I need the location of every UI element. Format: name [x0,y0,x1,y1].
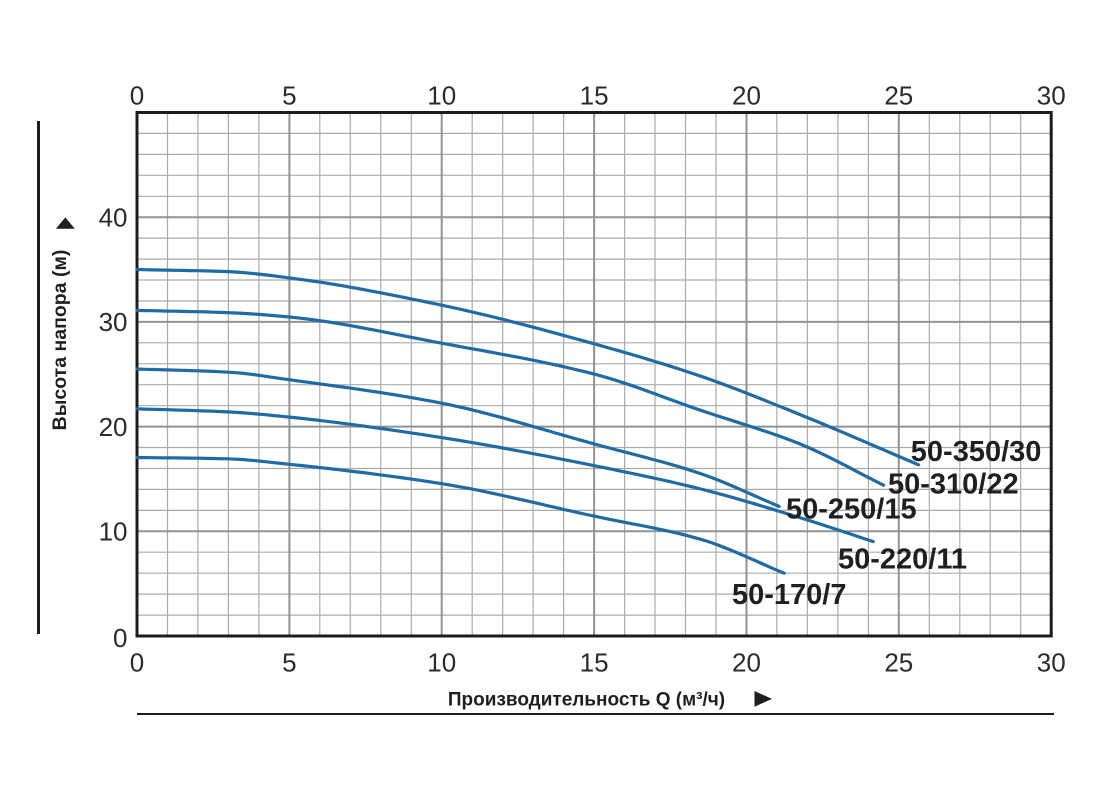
svg-text:20: 20 [732,648,761,678]
svg-text:25: 25 [884,81,913,111]
svg-text:50-250/15: 50-250/15 [786,494,917,526]
svg-text:5: 5 [282,648,296,678]
svg-text:0: 0 [130,81,144,111]
svg-text:40: 40 [99,203,128,233]
svg-text:50-220/11: 50-220/11 [838,544,967,576]
svg-text:50-170/7: 50-170/7 [732,579,847,611]
svg-text:20: 20 [732,81,761,111]
svg-text:0: 0 [113,623,127,653]
svg-text:Производительность Q (м³/ч): Производительность Q (м³/ч) [448,689,725,710]
svg-text:30: 30 [99,307,128,337]
svg-text:25: 25 [884,648,913,678]
svg-text:Высота напора (м): Высота напора (м) [49,250,71,431]
svg-text:15: 15 [580,81,609,111]
svg-text:5: 5 [282,81,296,111]
svg-text:30: 30 [1037,81,1066,111]
svg-text:10: 10 [99,517,128,547]
svg-text:15: 15 [580,648,609,678]
svg-text:0: 0 [130,648,144,678]
svg-text:10: 10 [427,648,456,678]
svg-text:50-350/30: 50-350/30 [911,436,1042,468]
svg-text:10: 10 [427,81,456,111]
svg-text:50-310/22: 50-310/22 [888,469,1019,501]
svg-text:30: 30 [1037,648,1066,678]
svg-text:20: 20 [99,412,128,442]
